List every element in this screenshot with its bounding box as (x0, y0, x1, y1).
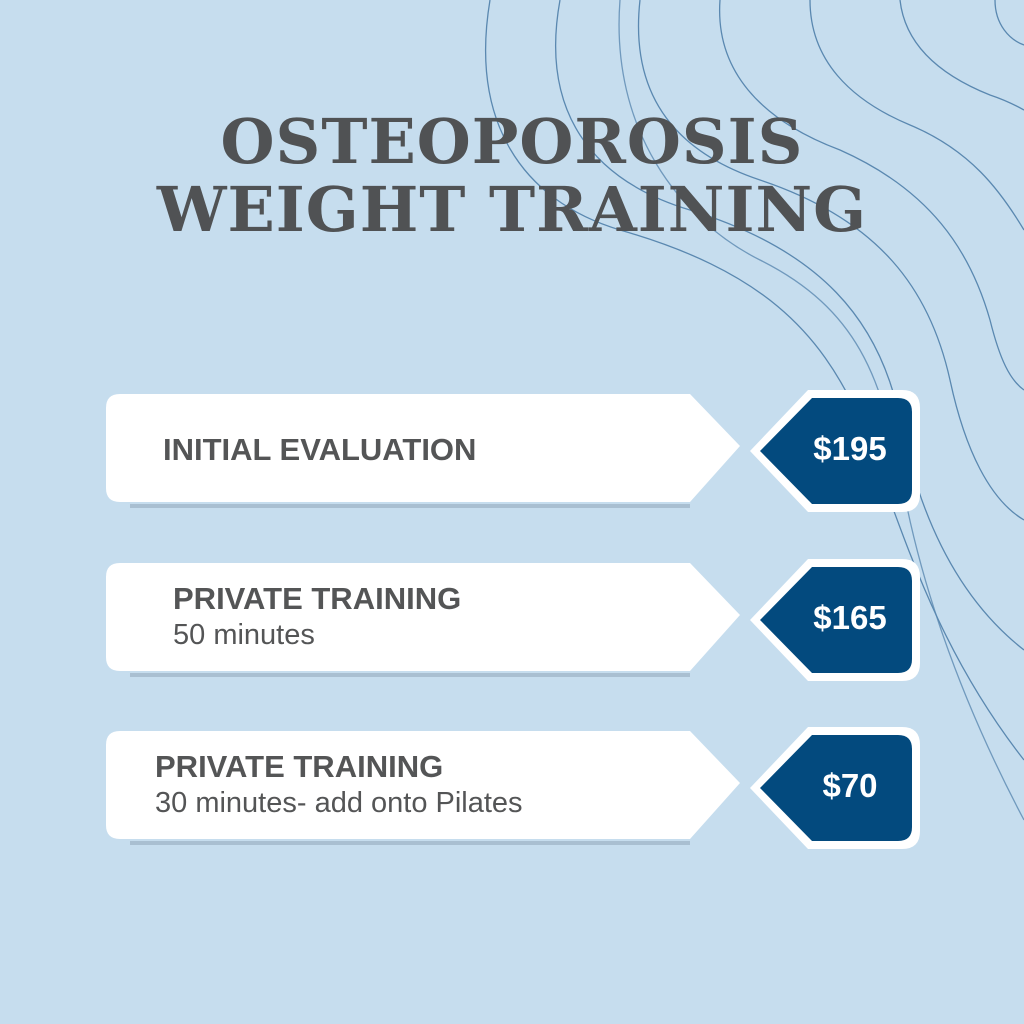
item-shapes (106, 727, 920, 849)
item-price: $165 (813, 599, 887, 636)
item-name: INITIAL EVALUATION (163, 432, 477, 467)
item-shapes (106, 390, 920, 512)
item-name: PRIVATE TRAINING (173, 581, 462, 616)
item-price: $195 (813, 430, 887, 467)
price-item: PRIVATE TRAINING 30 minutes- add onto Pi… (0, 721, 1024, 851)
price-tag (760, 735, 912, 841)
item-card (106, 563, 740, 671)
item-name: PRIVATE TRAINING (155, 749, 444, 784)
price-item: INITIAL EVALUATION $195 (0, 384, 1024, 514)
price-tag (760, 398, 912, 504)
item-shapes (106, 559, 920, 681)
item-card (106, 731, 740, 839)
item-detail: 50 minutes (173, 619, 315, 651)
price-item: PRIVATE TRAINING 50 minutes $165 (0, 553, 1024, 683)
title-line-2: WEIGHT TRAINING (156, 173, 868, 246)
price-tag (760, 567, 912, 673)
page-title: OSTEOPOROSIS WEIGHT TRAINING (0, 108, 1024, 244)
title-line-1: OSTEOPOROSIS (220, 105, 804, 178)
item-card (106, 394, 740, 502)
item-price: $70 (822, 767, 878, 804)
item-detail: 30 minutes- add onto Pilates (155, 787, 523, 819)
